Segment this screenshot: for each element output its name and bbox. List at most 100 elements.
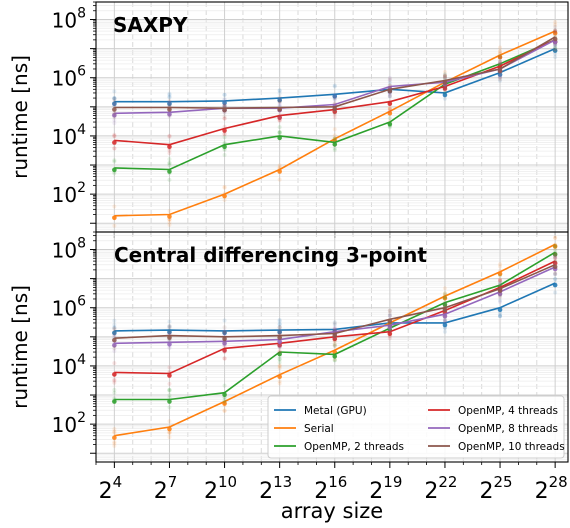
- sample-point: [112, 89, 117, 94]
- sample-point: [222, 104, 227, 109]
- sample-point: [553, 259, 558, 264]
- sample-point: [277, 318, 282, 323]
- sample-point: [387, 94, 392, 99]
- series-line: [114, 243, 556, 437]
- sample-point: [112, 344, 117, 349]
- sample-point: [222, 399, 227, 404]
- data-point: [277, 339, 282, 344]
- sample-point: [387, 328, 392, 333]
- sample-point: [442, 96, 447, 101]
- sample-point: [332, 321, 337, 326]
- sample-point: [332, 344, 337, 349]
- sample-point: [442, 86, 447, 91]
- series-line: [114, 282, 556, 332]
- sample-point: [222, 398, 227, 403]
- x-tick-label: 213: [259, 473, 292, 504]
- series-metal-gpu-: [112, 42, 558, 111]
- y-tick-label: 108: [52, 236, 86, 263]
- axes-frame: [95, 231, 569, 463]
- y-tick-label: 102: [52, 180, 86, 207]
- sample-point: [553, 46, 558, 51]
- sample-point: [387, 314, 392, 319]
- sample-point: [277, 357, 282, 362]
- sample-point: [277, 177, 282, 182]
- sample-point: [112, 332, 117, 337]
- sample-point: [442, 72, 447, 77]
- sample-point: [553, 20, 558, 25]
- sample-point: [332, 326, 337, 331]
- sample-point: [167, 92, 172, 97]
- sample-point: [332, 133, 337, 138]
- sample-point: [498, 75, 503, 80]
- sample-point: [222, 198, 227, 203]
- y-tick-label: 106: [52, 294, 86, 321]
- sample-point: [332, 342, 337, 347]
- sample-point: [553, 47, 558, 52]
- data-point: [167, 144, 172, 149]
- sample-point: [167, 94, 172, 99]
- sample-point: [112, 390, 117, 395]
- sample-point: [553, 47, 558, 52]
- sample-point: [167, 95, 172, 100]
- sample-point: [167, 102, 172, 107]
- sample-point: [387, 92, 392, 97]
- sample-point: [553, 272, 558, 277]
- sample-point: [167, 324, 172, 329]
- sample-point: [553, 28, 558, 33]
- sample-point: [167, 160, 172, 165]
- sample-point: [553, 270, 558, 275]
- sample-point: [222, 135, 227, 140]
- sample-point: [442, 329, 447, 334]
- y-tick-label: 108: [52, 6, 86, 33]
- sample-point: [112, 223, 117, 228]
- data-point: [112, 435, 117, 441]
- sample-point: [277, 381, 282, 386]
- sample-point: [498, 300, 503, 305]
- sample-point: [553, 255, 558, 260]
- sample-point: [332, 84, 337, 89]
- sample-point: [222, 102, 227, 107]
- data-point: [112, 342, 117, 348]
- sample-point: [332, 136, 337, 141]
- sample-point: [222, 185, 227, 190]
- sample-point: [332, 146, 337, 151]
- sample-point: [553, 254, 558, 259]
- sample-point: [442, 88, 447, 93]
- sample-point: [277, 88, 282, 93]
- sample-point: [112, 377, 117, 382]
- sample-point: [167, 324, 172, 329]
- sample-point: [112, 327, 117, 332]
- sample-point: [167, 157, 172, 162]
- sample-point: [222, 132, 227, 137]
- sample-point: [387, 107, 392, 112]
- sample-point: [332, 115, 337, 120]
- data-point: [112, 140, 117, 145]
- sample-point: [332, 326, 337, 331]
- sample-point: [332, 136, 337, 141]
- sample-point: [277, 118, 282, 123]
- sample-point: [112, 430, 117, 435]
- sample-point: [387, 324, 392, 329]
- sample-point: [277, 102, 282, 107]
- x-tick-label: 222: [424, 473, 457, 504]
- sample-point: [222, 131, 227, 136]
- sample-point: [387, 116, 392, 121]
- sample-point: [277, 364, 282, 369]
- sample-point: [498, 314, 503, 319]
- sample-point: [167, 220, 172, 225]
- sample-point: [553, 276, 558, 281]
- data-point: [167, 214, 172, 219]
- sample-point: [553, 253, 558, 258]
- sample-point: [167, 177, 172, 182]
- sample-point: [277, 99, 282, 104]
- sample-point: [277, 325, 282, 330]
- data-point: [442, 92, 448, 98]
- sample-point: [442, 76, 447, 81]
- sample-point: [442, 320, 447, 325]
- sample-point: [277, 322, 282, 327]
- series-serial: [112, 20, 558, 228]
- sample-point: [332, 94, 337, 99]
- sample-point: [387, 322, 392, 327]
- sample-point: [498, 312, 503, 317]
- sample-point: [112, 159, 117, 164]
